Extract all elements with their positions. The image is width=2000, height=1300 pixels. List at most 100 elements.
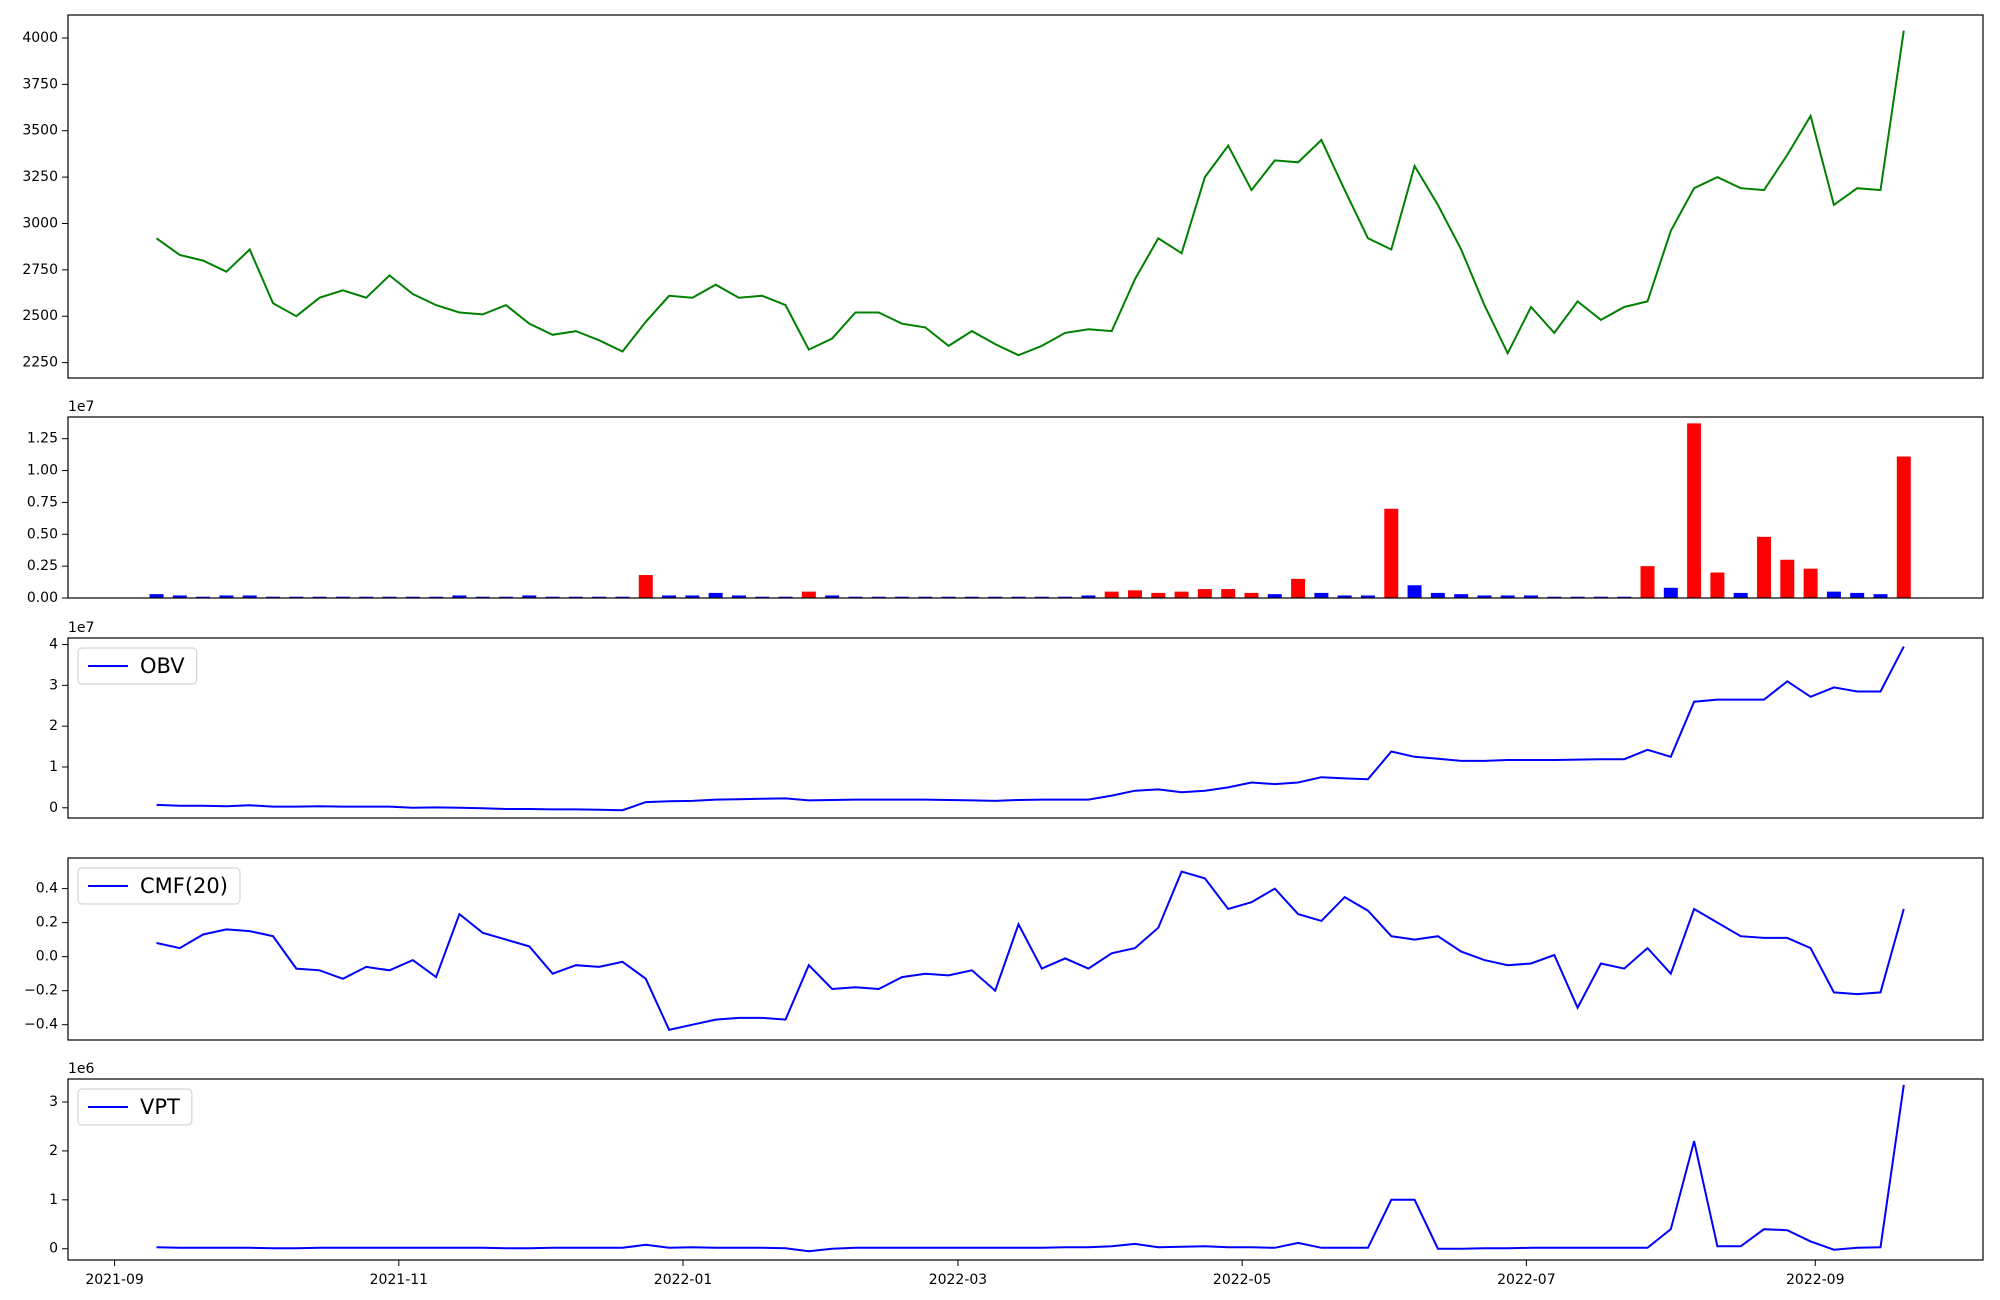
plot-frame [67, 637, 1984, 819]
volume-bar [1011, 596, 1026, 598]
volume-bar [1197, 589, 1212, 598]
volume-bar [1663, 587, 1678, 598]
volume-bar [242, 595, 257, 598]
y-tick-label: 3 [49, 677, 58, 693]
panel: 2250 2500 2750 3000 3250 3500 3750 4000 [22, 14, 1984, 379]
volume-bar [1058, 596, 1073, 598]
y-tick-label: 0.0 [36, 949, 58, 965]
volume-bar [1104, 591, 1119, 598]
offset-label: 1e7 [68, 399, 94, 415]
line-series [155, 30, 1905, 357]
volume-bar [1128, 590, 1142, 598]
volume-bar [1873, 594, 1888, 598]
y-tick-label: 0 [49, 800, 58, 816]
volume-bar [1803, 568, 1818, 598]
panel: −0.4 −0.2 0.0 0.2 0.4 CMF(20) [24, 857, 1984, 1041]
volume-bar [1081, 595, 1096, 598]
plot-frame [67, 416, 1984, 599]
y-tick-label: 0.4 [36, 881, 58, 897]
volume-bar [848, 596, 863, 598]
volume-bar [475, 596, 490, 598]
volume-bar [801, 591, 816, 598]
line-series [156, 646, 1905, 812]
legend-box [77, 867, 241, 905]
volume-bar [755, 596, 770, 598]
volume-bar [1337, 595, 1352, 598]
x-tick-label: 2022-07 [1497, 1272, 1556, 1288]
volume-bar [1430, 592, 1445, 598]
plot-frame [67, 14, 1984, 379]
volume-bar [1174, 591, 1189, 598]
y-tick-label: 1.00 [27, 463, 58, 479]
volume-bar [1477, 595, 1492, 598]
y-tick-label: 1.25 [27, 431, 58, 447]
volume-bar [335, 596, 350, 598]
offset-label: 1e7 [68, 620, 94, 636]
legend-label: OBV [140, 654, 185, 678]
volume-bar [1850, 592, 1865, 598]
volume-bar [429, 596, 444, 598]
y-tick-label: 3000 [22, 215, 58, 231]
x-tick-label: 2022-03 [929, 1272, 988, 1288]
legend: VPT [77, 1088, 193, 1126]
volume-bar [149, 594, 164, 598]
volume-bar [1407, 585, 1422, 598]
volume-bar [1384, 508, 1399, 598]
volume-bar [1500, 595, 1515, 598]
legend-label: VPT [140, 1095, 180, 1119]
y-tick-label: 2750 [22, 262, 58, 278]
volume-bar [592, 596, 607, 598]
legend: CMF(20) [77, 867, 241, 905]
y-tick-label: 2500 [22, 308, 58, 324]
y-tick-label: −0.2 [24, 983, 58, 999]
volume-bar [964, 596, 979, 598]
y-tick-label: 0.25 [27, 558, 58, 574]
volume-bar [1244, 592, 1259, 598]
volume-bar [1547, 596, 1562, 598]
volume-bar [1267, 594, 1282, 598]
volume-bar [196, 596, 211, 598]
y-tick-label: 4 [49, 637, 58, 653]
y-tick-label: 0 [49, 1241, 58, 1257]
panel: 0.00 0.25 0.50 0.75 1.00 1.25 1e7 [27, 399, 1984, 606]
volume-bar [1360, 595, 1375, 598]
volume-bar [731, 595, 746, 598]
legend-box [77, 647, 198, 685]
volume-bar [1780, 559, 1795, 598]
volume-bar [219, 595, 234, 598]
panel: 0 1 2 3 1e6 VPT [49, 1061, 1984, 1261]
plot-frame [67, 857, 1984, 1041]
y-tick-label: 3500 [22, 123, 58, 139]
volume-bar [1733, 592, 1748, 598]
x-tick-label: 2022-05 [1213, 1272, 1272, 1288]
volume-bar [941, 596, 956, 598]
volume-bar [1570, 596, 1585, 598]
volume-bar [1454, 594, 1469, 598]
volume-bar [452, 595, 467, 598]
volume-bar [685, 595, 700, 598]
volume-bar [638, 575, 653, 598]
x-tick-label: 2022-09 [1786, 1272, 1845, 1288]
legend-label: CMF(20) [140, 874, 228, 898]
volume-bar [1593, 596, 1608, 598]
panel: 0 1 2 3 4 1e7 OBV [49, 620, 1984, 819]
volume-bar [1314, 592, 1329, 598]
legend-box [77, 1088, 193, 1126]
y-tick-label: 0.00 [27, 590, 58, 606]
volume-bar [1151, 592, 1166, 598]
offset-label: 1e6 [68, 1061, 95, 1077]
volume-bar [266, 596, 281, 598]
volume-bar [1221, 589, 1236, 598]
volume-bar [871, 596, 886, 598]
y-tick-label: −0.4 [24, 1017, 58, 1033]
volume-bar [1826, 591, 1841, 598]
y-tick-label: 3 [49, 1094, 58, 1110]
volume-bar [825, 595, 840, 598]
volume-bar [1757, 536, 1771, 598]
y-tick-label: 3250 [22, 169, 58, 185]
volume-bar [568, 596, 583, 598]
volume-bar [988, 596, 1003, 598]
volume-bar [778, 596, 793, 598]
volume-bar [1896, 456, 1911, 598]
